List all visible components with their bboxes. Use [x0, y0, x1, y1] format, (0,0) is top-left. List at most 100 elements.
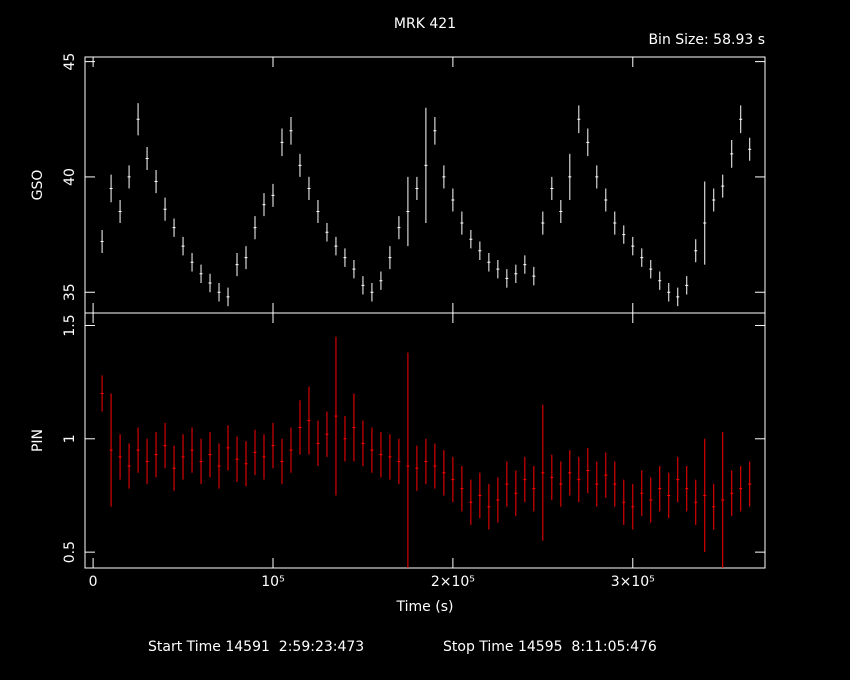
error-bar [469, 479, 473, 525]
error-bar [568, 450, 572, 496]
error-bar [658, 466, 662, 512]
error-bar [343, 248, 347, 267]
error-bar [748, 137, 752, 161]
error-bar [460, 211, 464, 235]
error-bar [118, 434, 122, 480]
error-bar [370, 283, 374, 302]
error-bar [703, 181, 707, 265]
error-bar [595, 461, 599, 507]
error-bar [559, 461, 563, 507]
error-bar [514, 264, 518, 284]
error-bar [649, 259, 653, 279]
error-bar [739, 105, 743, 134]
y-tick-label: 0.5 [62, 541, 78, 563]
error-bar [100, 229, 104, 254]
x-tick-label: 2×10⁵ [431, 574, 475, 590]
y-tick-label: 35 [62, 283, 78, 301]
bin-size: Bin Size: 58.93 s [648, 32, 765, 48]
error-bar [289, 116, 293, 145]
error-bar [226, 287, 230, 307]
error-bar [640, 470, 644, 516]
error-bar [577, 105, 581, 134]
error-bar [280, 438, 284, 485]
error-bar [541, 404, 545, 541]
error-bar [469, 229, 473, 249]
error-bar [127, 443, 131, 489]
plot-frame [84, 56, 766, 314]
error-bar [136, 103, 140, 136]
error-bar [370, 427, 374, 473]
error-bar [613, 461, 617, 507]
y-axis-label: PIN [30, 429, 46, 452]
error-bar [577, 456, 581, 503]
error-bar [325, 411, 329, 457]
error-bar [136, 427, 140, 473]
error-bar [640, 248, 644, 267]
error-bar [550, 176, 554, 200]
error-bar [505, 269, 509, 288]
error-bar [478, 472, 482, 519]
error-bar [442, 165, 446, 189]
error-bar [217, 443, 221, 489]
error-bar [514, 470, 518, 516]
error-bar [406, 176, 410, 247]
error-bar [595, 165, 599, 189]
error-bar [424, 107, 428, 224]
error-bar [586, 447, 590, 494]
error-bar [676, 456, 680, 503]
error-bar [235, 253, 239, 277]
error-bar [181, 434, 185, 480]
error-bar [523, 456, 527, 503]
error-bar [199, 438, 203, 485]
error-bar [622, 479, 626, 525]
error-bar [397, 216, 401, 240]
error-bar [694, 239, 698, 263]
error-bar [550, 454, 554, 500]
error-bar [388, 246, 392, 270]
error-bar [478, 241, 482, 260]
error-bar [676, 287, 680, 307]
error-bar [487, 253, 491, 272]
error-bar [532, 266, 536, 286]
y-tick-label: 45 [62, 53, 78, 71]
error-bar [145, 438, 149, 485]
x-tick-label: 0 [89, 574, 98, 590]
error-bar [523, 255, 527, 274]
error-bar [208, 432, 212, 478]
error-bar [694, 479, 698, 525]
error-bar [172, 445, 176, 491]
error-bar [613, 211, 617, 235]
error-bar [298, 400, 302, 455]
error-bar [631, 236, 635, 256]
error-bar [262, 193, 266, 217]
error-bar [262, 434, 266, 480]
error-bar [163, 422, 167, 469]
error-bar [235, 436, 239, 482]
error-bar [622, 225, 626, 244]
error-bar [442, 450, 446, 496]
error-bar [298, 153, 302, 177]
error-bar [496, 477, 500, 523]
x-tick-label: 10⁵ [261, 574, 284, 590]
error-bar [343, 416, 347, 462]
error-bar [172, 218, 176, 237]
error-bar [604, 452, 608, 498]
error-bar [406, 352, 410, 568]
error-bar [685, 276, 689, 295]
plot-frame [84, 312, 766, 569]
error-bar [460, 466, 464, 512]
error-bar [685, 466, 689, 512]
error-bar [559, 199, 563, 224]
error-bar [352, 393, 356, 462]
error-bar [631, 484, 635, 530]
error-bar [154, 170, 158, 194]
error-bar [730, 470, 734, 516]
error-bar [289, 427, 293, 473]
error-bar [712, 188, 716, 212]
error-bar [505, 461, 509, 507]
error-bar [154, 432, 158, 478]
error-bar [253, 429, 257, 476]
error-bar [451, 188, 455, 212]
error-bar [208, 273, 212, 293]
